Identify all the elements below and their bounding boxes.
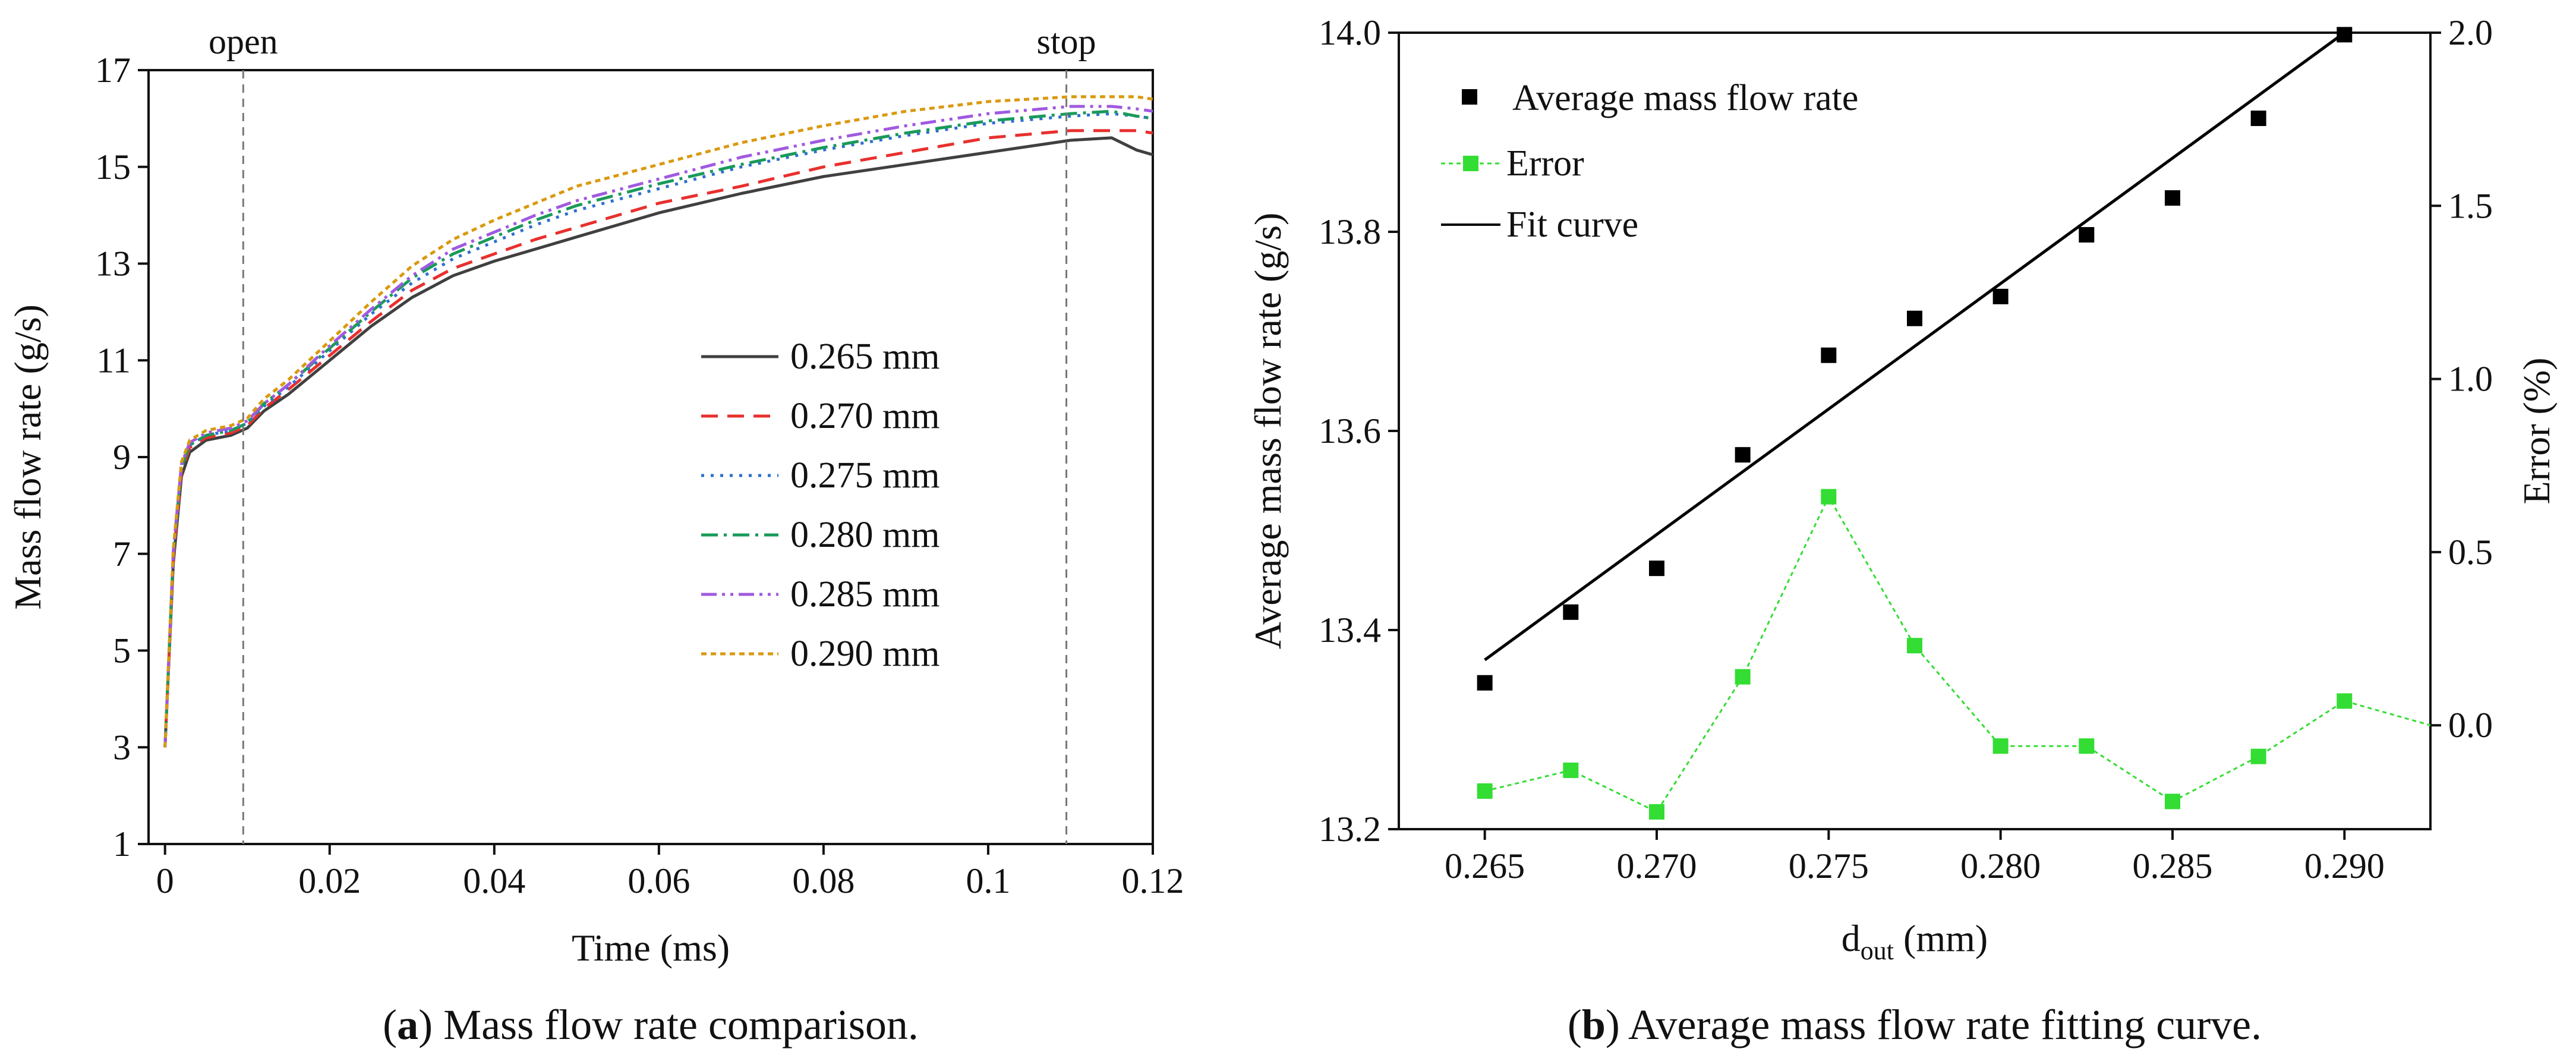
error-point: [1821, 489, 1837, 505]
y-tick-label: 9: [113, 437, 131, 477]
error-point: [1649, 804, 1664, 820]
legend-swatch-average: [1462, 89, 1477, 105]
y2-tick-label: 1.0: [2448, 360, 2493, 399]
x-tick-label: 0.270: [1617, 846, 1697, 886]
y-tick-label: 5: [113, 631, 131, 670]
error-point: [1992, 738, 2009, 754]
y-tick-label: 3: [113, 728, 131, 767]
y-tick-label: 13.4: [1319, 610, 1381, 650]
x-tick-label: 0: [156, 861, 174, 900]
y2-axis-label: Error (%): [2515, 358, 2558, 505]
legend-label: Error: [1506, 143, 1584, 184]
x-tick-label: 0.275: [1789, 846, 1869, 886]
marker-label-stop: stop: [1037, 22, 1096, 61]
series-line-5: [163, 95, 1153, 748]
x-tick-label: 0.06: [628, 861, 690, 900]
x-axis-label-main: d: [1842, 917, 1861, 959]
error-point: [2165, 794, 2180, 810]
series-line-0: [163, 136, 1153, 748]
error-point: [1477, 783, 1493, 799]
y-axis-label: Mass flow rate (g/s): [7, 304, 49, 610]
x-tick-label: 0.04: [463, 861, 525, 900]
y2-tick-label: 0.5: [2448, 533, 2493, 572]
caption-text: ) Mass flow rate comparison.: [418, 1001, 919, 1048]
legend-label: 0.290 mm: [790, 634, 939, 674]
series-line-4: [163, 105, 1153, 748]
legend: 0.265 mm 0.270 mm 0.275 mm 0.280 mm 0.285 mm…: [701, 336, 939, 674]
x-axis-label-unit: (mm): [1894, 917, 1988, 959]
average-point: [1821, 347, 1837, 363]
average-point: [1907, 310, 1922, 326]
fit-curve-line: [1484, 31, 2345, 662]
error-point: [2337, 693, 2353, 709]
y-tick-label: 17: [95, 51, 131, 90]
x-tick-label: 0.1: [966, 861, 1010, 900]
caption-text: ) Average mass flow rate fitting curve.: [1606, 1001, 2262, 1048]
x-tick-label: 0.290: [2304, 846, 2385, 886]
y-axis-label: Average mass flow rate (g/s): [1247, 213, 1289, 650]
x-axis-label-subscript: out: [1861, 936, 1894, 965]
caption: (a) Mass flow rate comparison.: [383, 1001, 919, 1048]
x-tick-label: 0.02: [298, 861, 361, 900]
y2-tick-label: 0.0: [2448, 706, 2493, 745]
legend-label: 0.270 mm: [790, 396, 939, 436]
average-point: [1563, 604, 1579, 620]
y-tick-label: 15: [95, 147, 131, 187]
y-tick-label: 13: [95, 244, 131, 284]
series-line-2: [163, 112, 1153, 748]
caption: (b) Average mass flow rate fitting curve…: [1568, 1001, 2262, 1048]
legend-label: 0.275 mm: [790, 455, 939, 496]
x-tick-label: 0.12: [1122, 861, 1184, 900]
caption-letter: a: [397, 1001, 418, 1048]
y-tick-label: 13.8: [1319, 212, 1381, 251]
y-tick-label: 13.6: [1319, 411, 1381, 451]
y2-tick-label: 1.5: [2448, 186, 2493, 225]
series-line-3: [163, 109, 1153, 748]
error-point: [1907, 638, 1922, 654]
legend-label: 0.280 mm: [790, 515, 939, 555]
x-tick-label: 0.280: [1960, 846, 2041, 886]
legend-label: 0.265 mm: [790, 336, 939, 377]
error-series-line: [1484, 495, 2431, 813]
x-axis-label: dout (mm): [1842, 917, 1988, 965]
average-point: [1735, 447, 1751, 463]
legend: Average mass flow rate Error Fit curve: [1441, 78, 1858, 245]
x-axis-label: Time (ms): [572, 927, 730, 969]
average-point: [1649, 561, 1664, 577]
legend-label: 0.285 mm: [790, 574, 939, 615]
caption-letter: b: [1582, 1001, 1606, 1048]
y-tick-label: 14.0: [1319, 13, 1381, 52]
average-point: [1477, 675, 1493, 691]
average-point: [2165, 190, 2180, 206]
error-point: [2250, 748, 2266, 764]
panel-b-average-flow-fitting-chart: 0.265 0.270 0.275 0.280 0.285 0.290 13.2 13.4 1…: [1247, 13, 2558, 1048]
y2-tick-label: 2.0: [2448, 13, 2493, 52]
legend-swatch-error: [1463, 156, 1478, 171]
average-point: [2337, 27, 2353, 43]
y-tick-label: 7: [113, 534, 131, 574]
y-tick-label: 1: [113, 824, 131, 864]
average-point: [2079, 227, 2095, 243]
x-tick-label: 0.285: [2133, 846, 2213, 886]
series-line-1: [163, 129, 1153, 748]
legend-label: Fit curve: [1506, 204, 1638, 245]
y-tick-label: 11: [96, 341, 131, 380]
y-tick-label: 13.2: [1319, 810, 1381, 849]
x-tick-label: 0.08: [792, 861, 855, 900]
marker-label-open: open: [209, 22, 278, 61]
error-point: [1563, 762, 1579, 778]
error-point: [2079, 738, 2095, 754]
legend-label: Average mass flow rate: [1512, 78, 1858, 118]
error-point: [1735, 669, 1751, 685]
average-point: [1992, 288, 2009, 304]
x-tick-label: 0.265: [1445, 846, 1525, 886]
average-point: [2250, 111, 2266, 127]
